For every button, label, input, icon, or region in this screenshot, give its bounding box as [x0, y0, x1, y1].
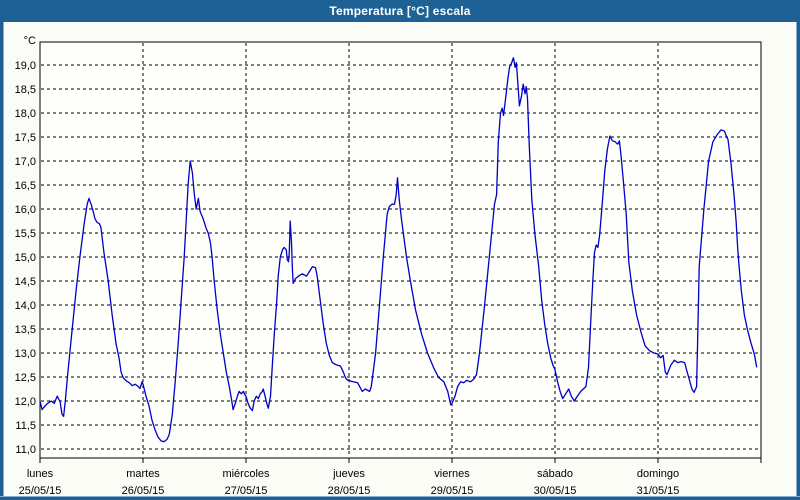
- window-border-right: [797, 22, 800, 500]
- window-title: Temperatura [°C] escala: [329, 4, 471, 18]
- y-tick-label: 13,0: [15, 348, 36, 360]
- x-date-label: 29/05/15: [431, 485, 474, 497]
- x-day-label: martes: [126, 468, 160, 480]
- window-border-bottom: [0, 497, 800, 500]
- temperature-chart-svg: 19,0 18,5 18,0 17,5 17,0 16,5 16,0 15,5 15,0 14,5…: [15, 35, 762, 497]
- x-date-label: 28/05/15: [328, 485, 371, 497]
- y-tick-label: 11,5: [15, 420, 36, 432]
- y-tick-label: 18,0: [15, 108, 36, 120]
- y-tick-label: 12,0: [15, 396, 36, 408]
- x-day-label: miércoles: [222, 468, 270, 480]
- y-tick-label: 15,5: [15, 228, 36, 240]
- window-border-left: [0, 22, 3, 500]
- y-tick-label: 19,0: [15, 60, 36, 72]
- y-tick-label: 15,0: [15, 252, 36, 264]
- x-date-label: 27/05/15: [225, 485, 268, 497]
- x-day-label: jueves: [332, 468, 365, 480]
- y-tick-label: 14,0: [15, 300, 36, 312]
- y-axis-unit: °C: [24, 35, 36, 47]
- plot-area: [39, 41, 762, 459]
- x-date-label: 25/05/15: [19, 485, 62, 497]
- y-tick-label: 17,5: [15, 132, 36, 144]
- y-tick-label: 16,0: [15, 204, 36, 216]
- x-date-label: 31/05/15: [637, 485, 680, 497]
- y-tick-label: 14,5: [15, 276, 36, 288]
- x-day-label: domingo: [637, 468, 679, 480]
- y-tick-label: 16,5: [15, 180, 36, 192]
- y-tick-label: 12,5: [15, 372, 36, 384]
- x-day-label: viernes: [434, 468, 470, 480]
- y-tick-label: 11,0: [15, 444, 36, 456]
- y-tick-label: 13,5: [15, 324, 36, 336]
- title-bar[interactable]: Temperatura [°C] escala: [0, 0, 800, 22]
- temperature-line: [39, 57, 758, 443]
- x-date-label: 26/05/15: [122, 485, 165, 497]
- chart-area: 19,0 18,5 18,0 17,5 17,0 16,5 16,0 15,5 15,0 14,5…: [0, 22, 800, 500]
- x-day-label: lunes: [27, 468, 54, 480]
- x-day-label: sábado: [537, 468, 573, 480]
- y-tick-label: 17,0: [15, 156, 36, 168]
- y-tick-label: 18,5: [15, 84, 36, 96]
- x-date-label: 30/05/15: [534, 485, 577, 497]
